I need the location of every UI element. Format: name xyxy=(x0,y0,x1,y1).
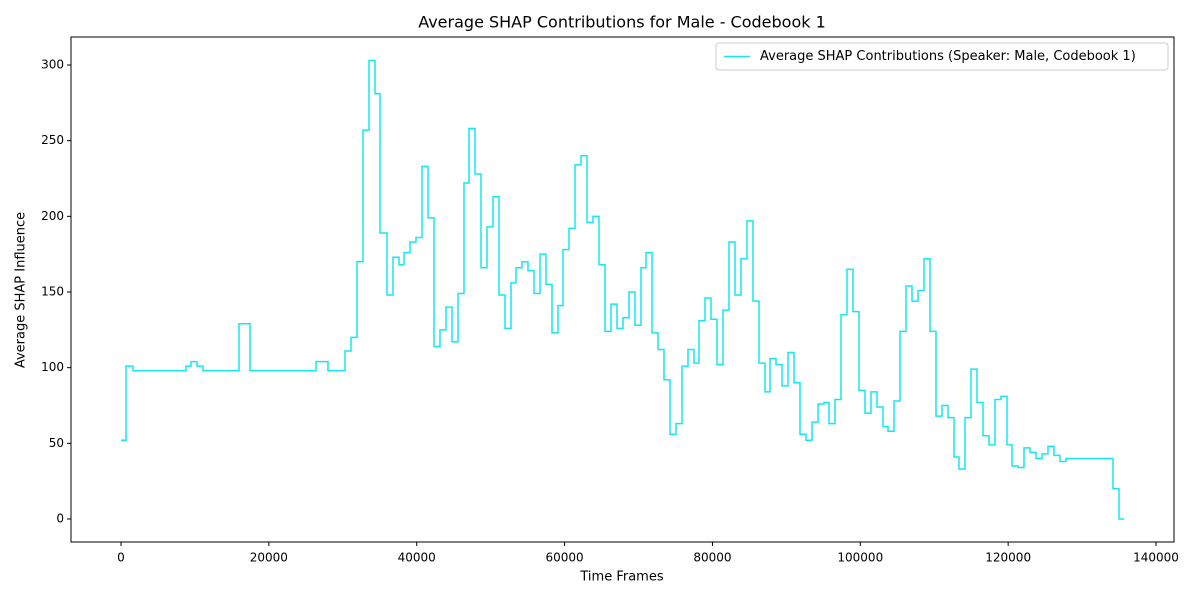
plot-frame xyxy=(70,36,1175,543)
data-line xyxy=(121,59,1124,520)
chart-title: Average SHAP Contributions for Male - Co… xyxy=(418,13,826,32)
x-tick-label: 60000 xyxy=(545,551,583,565)
legend-label: Average SHAP Contributions (Speaker: Mal… xyxy=(760,49,1136,64)
x-tick-label: 100000 xyxy=(837,551,883,565)
x-tick-label: 20000 xyxy=(250,551,288,565)
y-tick-label: 300 xyxy=(41,57,64,71)
y-tick-label: 50 xyxy=(49,436,64,450)
x-axis-label: Time Frames xyxy=(579,570,663,585)
y-tick-label: 250 xyxy=(41,133,64,147)
x-tick-label: 0 xyxy=(117,551,125,565)
legend-box xyxy=(715,42,1169,71)
x-tick-label: 40000 xyxy=(398,551,436,565)
x-tick-label: 140000 xyxy=(1133,551,1179,565)
y-axis-label: Average SHAP Influence xyxy=(14,212,29,368)
x-tick-label: 120000 xyxy=(985,551,1031,565)
y-tick-label: 150 xyxy=(41,284,64,298)
y-tick-label: 200 xyxy=(41,209,64,223)
y-tick-label: 100 xyxy=(41,360,64,374)
y-tick-label: 0 xyxy=(56,511,64,525)
x-tick-label: 80000 xyxy=(693,551,731,565)
